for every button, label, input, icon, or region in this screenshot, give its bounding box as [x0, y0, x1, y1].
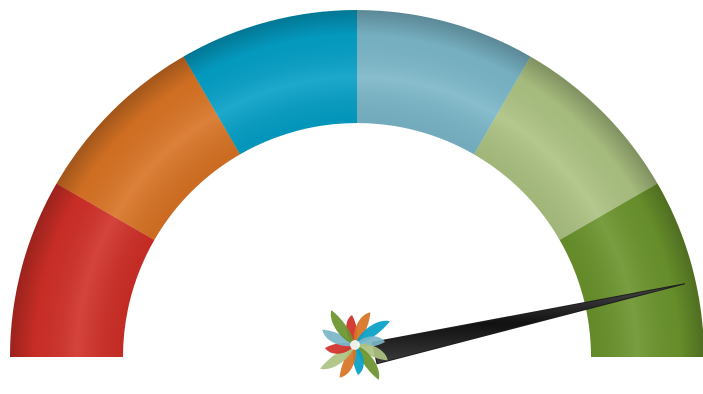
pinwheel-logo-icon: [320, 310, 390, 380]
hub-petal: [322, 329, 355, 346]
gauge-arc-highlight: [10, 10, 703, 357]
hub-petal: [355, 344, 388, 361]
hub-petal: [354, 312, 371, 345]
hub-center: [350, 340, 360, 350]
hub-petal: [330, 310, 355, 345]
hub-petal: [339, 345, 356, 378]
gauge-arc-shading: [10, 10, 703, 357]
